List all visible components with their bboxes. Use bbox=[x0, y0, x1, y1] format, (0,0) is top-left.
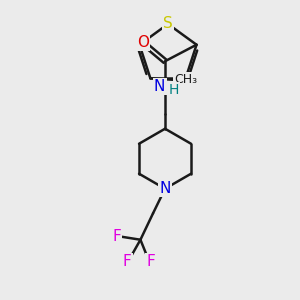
Text: F: F bbox=[147, 254, 155, 269]
Text: O: O bbox=[137, 34, 149, 50]
Text: N: N bbox=[154, 79, 165, 94]
Text: S: S bbox=[163, 16, 173, 32]
Text: F: F bbox=[112, 229, 121, 244]
Text: N: N bbox=[159, 181, 171, 196]
Text: CH₃: CH₃ bbox=[174, 73, 197, 86]
Text: H: H bbox=[168, 83, 178, 97]
Text: F: F bbox=[123, 254, 131, 269]
